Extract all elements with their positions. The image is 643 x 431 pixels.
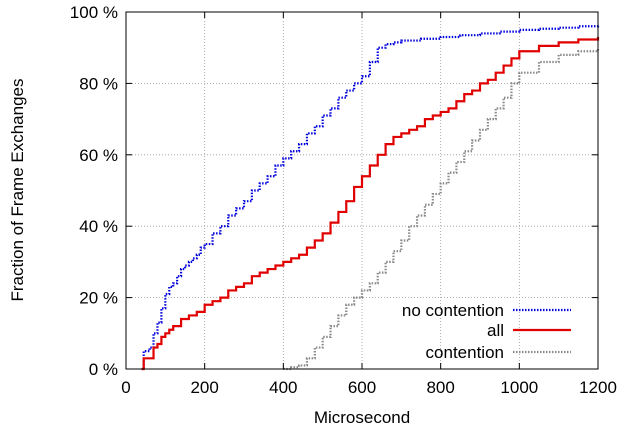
series-layer [141, 25, 600, 371]
ticks [125, 11, 599, 370]
x-tick-label: 200 [190, 378, 218, 397]
y-axis-label: Fraction of Frame Exchanges [8, 79, 27, 302]
y-tick-label: 80 % [79, 74, 118, 93]
x-axis-label: Microsecond [314, 408, 410, 427]
x-tick-label: 1200 [579, 378, 617, 397]
x-tick-label: 1000 [500, 378, 538, 397]
legend-label: all [487, 321, 504, 340]
x-tick-label: 800 [426, 378, 454, 397]
x-tick-labels: 0 200 400 600 800 1000 1200 [121, 378, 617, 397]
y-tick-label: 100 % [70, 3, 118, 22]
x-tick-label: 600 [348, 378, 376, 397]
y-tick-label: 40 % [79, 217, 118, 236]
series-line-no-contention [141, 25, 600, 371]
series-line-all [141, 36, 600, 371]
y-tick-labels: 0 % 20 % 40 % 60 % 80 % 100 % [70, 3, 118, 379]
x-tick-label: 0 [121, 378, 130, 397]
x-tick-label: 400 [269, 378, 297, 397]
series-line-contention [283, 47, 600, 371]
y-tick-label: 20 % [79, 289, 118, 308]
y-tick-label: 0 % [89, 360, 118, 379]
y-tick-label: 60 % [79, 146, 118, 165]
legend-label: contention [426, 343, 504, 362]
legend-label: no contention [402, 301, 504, 320]
